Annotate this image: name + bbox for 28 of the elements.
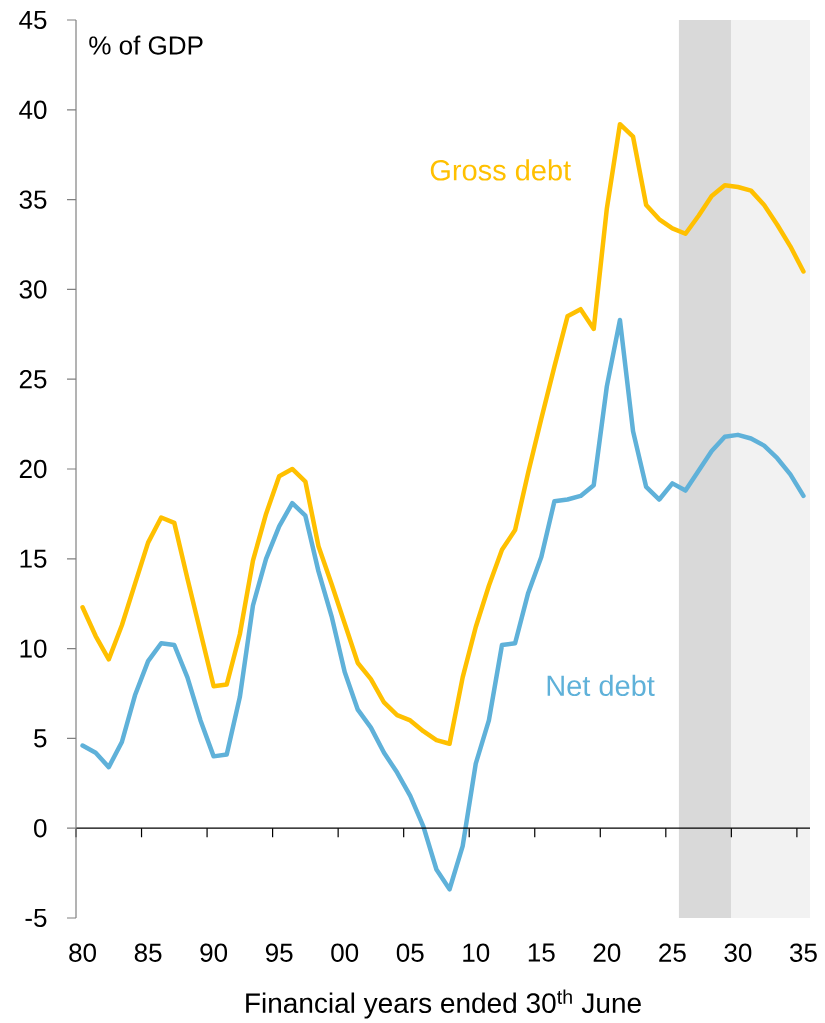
y-tick-label: 25 [19, 369, 47, 389]
x-tick-label: 20 [593, 943, 621, 962]
series-label: Gross debt [430, 159, 571, 181]
y-tick-label: -5 [25, 908, 47, 928]
x-axis-title: Financial years ended 30$^{th}$ June [246, 989, 641, 1019]
x-tick-label: 00 [331, 943, 359, 962]
x-tick-label: 05 [396, 943, 424, 962]
x-tick-label: 90 [200, 943, 228, 962]
x-tick-label: 30 [724, 943, 752, 962]
y-tick-label: 45 [19, 10, 47, 30]
y-tick-label: 20 [19, 459, 47, 479]
x-tick-label: 85 [134, 943, 162, 962]
x-tick-label: 10 [463, 943, 490, 962]
x-tick-label: 95 [265, 943, 293, 962]
x-tick-label: 80 [69, 943, 96, 962]
line-series [80, 317, 806, 892]
y-tick-label: 15 [20, 549, 47, 568]
x-tick-label: 35 [789, 943, 817, 962]
y-tick-label: 0 [34, 818, 47, 838]
x-tick-label: 25 [659, 943, 686, 962]
y-tick-label: 10 [20, 639, 47, 658]
y-tick-label: 40 [19, 100, 47, 119]
y-axis-title: % of GDP [89, 35, 203, 55]
y-tick-label: 35 [19, 190, 47, 209]
y-tick-label: 30 [19, 280, 47, 299]
x-tick-label: 15 [528, 943, 555, 962]
series-label: Net debt [547, 674, 655, 697]
y-tick-label: 5 [34, 729, 47, 748]
